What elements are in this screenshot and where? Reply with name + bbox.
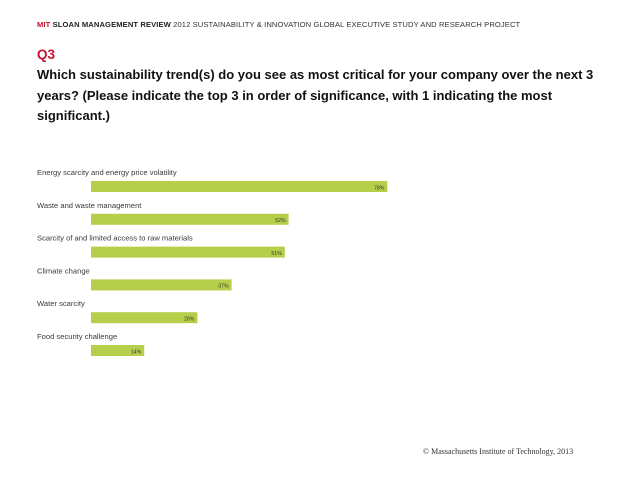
value-label: 78% — [374, 185, 385, 191]
bar — [91, 181, 388, 192]
bar — [91, 213, 289, 225]
category-label: Water scarcity — [37, 299, 85, 308]
mit-logo-text: MIT — [37, 20, 51, 29]
value-label: 28% — [184, 317, 195, 323]
bar — [91, 345, 145, 356]
bar — [91, 312, 198, 324]
value-label: 51% — [271, 251, 282, 257]
project-name: 2012 SUSTAINABILITY & INNOVATION GLOBAL … — [173, 20, 521, 29]
category-label: Food security challenge — [37, 332, 117, 341]
category-label: Climate change — [37, 266, 90, 275]
category-label: Waste and waste management — [37, 201, 142, 210]
question-number: Q3 — [37, 47, 56, 62]
publication-name: SLOAN MANAGEMENT REVIEW — [52, 20, 171, 29]
value-label: 52% — [275, 218, 286, 224]
bar — [91, 246, 285, 258]
report-header: MIT SLOAN MANAGEMENT REVIEW 2012 SUSTAIN… — [37, 20, 628, 29]
category-label: Energy scarcity and energy price volatil… — [37, 168, 177, 177]
bar — [91, 279, 232, 291]
copyright-footer: © Massachusetts Institute of Technology,… — [423, 447, 574, 456]
value-label: 37% — [218, 284, 229, 290]
question-text: Which sustainability trend(s) do you see… — [37, 67, 594, 123]
category-label: Scarcity of and limited access to raw ma… — [37, 234, 193, 243]
value-label: 14% — [131, 349, 142, 355]
